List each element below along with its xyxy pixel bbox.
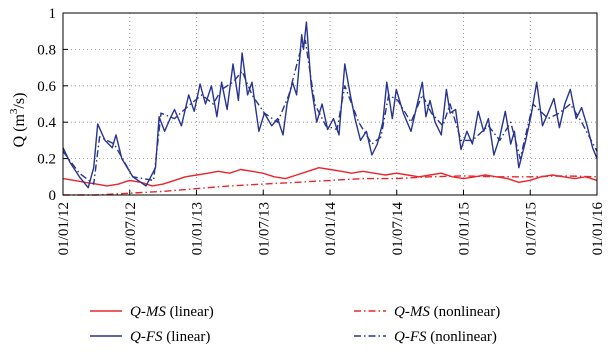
series-line-0: [62, 166, 598, 187]
x-tick-label: 01/01/15: [457, 202, 473, 255]
x-tick-label: 01/07/12: [123, 202, 139, 255]
x-tick-label: 01/01/12: [56, 202, 72, 255]
legend-label: Q-MS (nonlinear): [394, 304, 500, 320]
y-tick-label: 0.6: [37, 79, 56, 95]
series-line-3: [62, 39, 598, 185]
legend-label: Q-MS (linear): [130, 304, 214, 320]
x-tick-label: 01/07/14: [390, 202, 406, 256]
legend-label: Q-FS (nonlinear): [394, 329, 497, 345]
legend-label: Q-FS (linear): [130, 329, 210, 345]
x-tick-label: 01/01/13: [190, 202, 206, 255]
x-tick-label: 01/01/16: [590, 202, 606, 256]
y-axis: 0 0.2 0.4 0.6 0.8 1: [37, 6, 68, 204]
x-tick-label: 01/07/15: [523, 202, 539, 255]
y-tick-label: 0.4: [37, 115, 56, 131]
x-axis: 01/01/12 01/07/12 01/01/13 01/07/13 01/01/14…: [56, 190, 606, 255]
x-tick-label: 01/01/14: [323, 202, 339, 256]
plot-frame: [62, 12, 598, 196]
y-axis-label: Q (m3/s): [8, 93, 28, 148]
y-tick-label: 0.2: [37, 152, 56, 168]
series-line-2: [63, 175, 598, 196]
y-tick-label: 1: [49, 6, 57, 22]
y-tick-label: 0.8: [37, 42, 56, 58]
series-line-1: [62, 21, 598, 189]
grid: [63, 13, 597, 195]
legend: Q-MS (linear) Q-FS (linear) Q-MS (nonlinea…: [90, 304, 500, 345]
y-tick-label: 0: [49, 188, 57, 204]
x-tick-label: 01/07/13: [256, 202, 272, 255]
series-layer: [62, 21, 598, 196]
